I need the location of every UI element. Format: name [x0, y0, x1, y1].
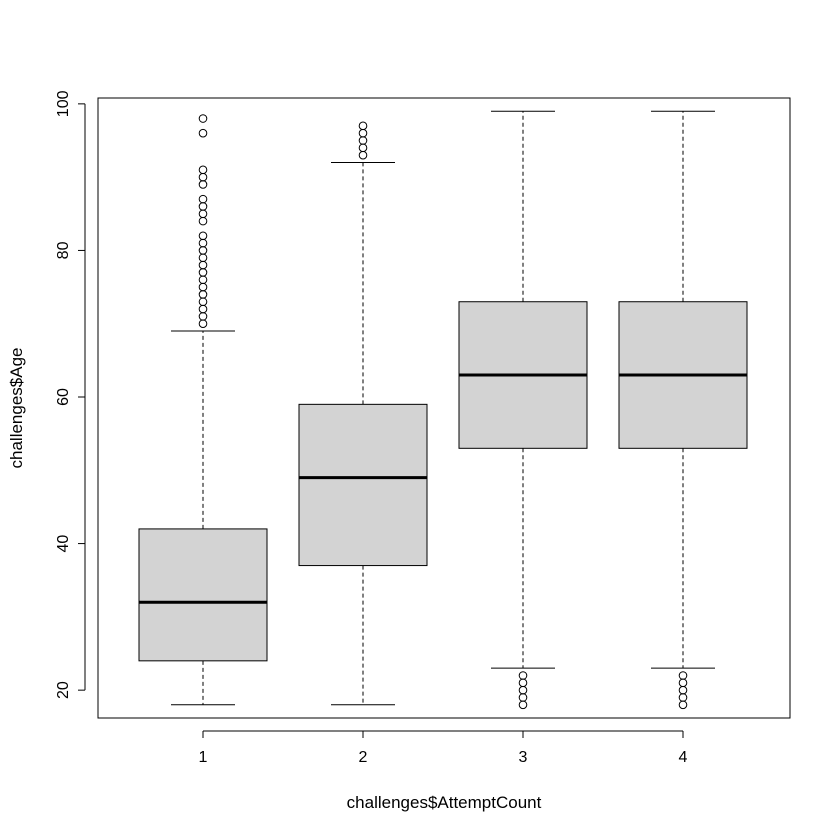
y-tick-label: 20 — [55, 681, 72, 699]
box-group-3 — [458, 110, 588, 710]
outlier-point — [198, 194, 208, 204]
x-tick-label: 2 — [359, 749, 368, 766]
outlier-point — [358, 121, 368, 131]
outlier-point — [198, 114, 208, 123]
outlier-point — [198, 128, 208, 138]
box-group-4 — [618, 110, 748, 710]
y-tick-label: 60 — [55, 388, 72, 406]
plot-frame — [97, 97, 791, 719]
outlier-point — [198, 165, 208, 175]
outlier-point — [518, 671, 528, 680]
boxes-layer — [138, 110, 748, 710]
x-tick-label: 1 — [199, 749, 208, 766]
x-tick-label: 4 — [679, 749, 688, 766]
y-tick-label: 40 — [55, 535, 72, 553]
outlier-point — [678, 671, 688, 680]
box-group-1 — [138, 114, 268, 706]
y-tick-label: 100 — [55, 90, 72, 117]
x-axis-title: challenges$AttemptCount — [347, 793, 542, 812]
outlier-point — [198, 231, 208, 241]
y-tick-label: 80 — [55, 241, 72, 259]
box-group-2 — [298, 121, 428, 706]
iqr-box — [298, 403, 428, 567]
x-tick-label: 3 — [519, 749, 528, 766]
axes-layer: 20 40 60 80 100 1 2 3 4 — [55, 90, 688, 766]
iqr-box — [138, 528, 268, 662]
y-axis-title: challenges$Age — [7, 348, 26, 469]
